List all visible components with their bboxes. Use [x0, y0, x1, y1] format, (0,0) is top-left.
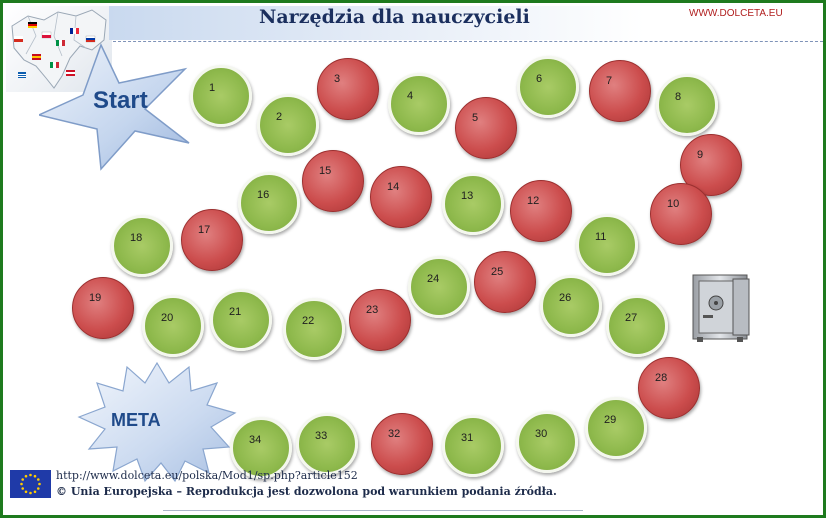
board-field[interactable]: 33 [296, 413, 358, 475]
finish-burst-icon [77, 361, 237, 483]
board-field-number: 10 [667, 198, 680, 210]
board-field-number: 4 [407, 90, 414, 102]
board-field-number: 33 [315, 430, 328, 442]
board-field[interactable]: 26 [540, 275, 602, 337]
board-field[interactable]: 28 [638, 357, 700, 419]
board-field[interactable]: 30 [516, 411, 578, 473]
board-field-number: 9 [697, 149, 704, 161]
board-field-number: 34 [249, 434, 262, 446]
board-field-number: 29 [604, 414, 617, 426]
board-field[interactable]: 27 [606, 295, 668, 357]
board-field-number: 17 [198, 224, 211, 236]
board-field-number: 30 [535, 428, 548, 440]
board-field[interactable]: 2 [257, 94, 319, 156]
board-field-number: 1 [209, 82, 216, 94]
copyright-text: © Unia Europejska – Reprodukcja jest doz… [56, 485, 557, 498]
board-field-number: 32 [388, 428, 401, 440]
board-field-number: 28 [655, 372, 668, 384]
board-field[interactable]: 4 [388, 73, 450, 135]
board-field-number: 5 [472, 112, 479, 124]
board-field-number: 14 [387, 181, 400, 193]
page-title: Narzędzia dla nauczycieli [259, 6, 530, 28]
board-field-number: 27 [625, 312, 638, 324]
board-field[interactable]: 1 [190, 65, 252, 127]
board-field[interactable]: 23 [349, 289, 411, 351]
board-field[interactable]: 24 [408, 256, 470, 318]
board-field[interactable]: 20 [142, 295, 204, 357]
board-field[interactable]: 29 [585, 397, 647, 459]
board-field[interactable]: 11 [576, 214, 638, 276]
board-field[interactable]: 5 [455, 97, 517, 159]
board-field-number: 21 [229, 306, 242, 318]
board-field-number: 22 [302, 315, 315, 327]
board-field-number: 25 [491, 266, 504, 278]
board-field-number: 18 [130, 232, 143, 244]
board-field[interactable]: 6 [517, 56, 579, 118]
eu-flag-icon [10, 470, 51, 498]
board-field[interactable]: 15 [302, 150, 364, 212]
board-field-number: 13 [461, 190, 474, 202]
board-field[interactable]: 14 [370, 166, 432, 228]
board-field[interactable]: 19 [72, 277, 134, 339]
europe-map-logo [6, 6, 112, 92]
board-field[interactable]: 3 [317, 58, 379, 120]
board-field-number: 24 [427, 273, 440, 285]
board-field[interactable]: 13 [442, 173, 504, 235]
board-field-number: 20 [161, 312, 174, 324]
board-field-number: 11 [595, 231, 607, 243]
board-field[interactable]: 22 [283, 298, 345, 360]
board-field-number: 16 [257, 189, 270, 201]
header-divider [113, 41, 823, 42]
board-field-number: 15 [319, 165, 332, 177]
board-field-number: 12 [527, 195, 540, 207]
board-field[interactable]: 7 [589, 60, 651, 122]
start-star-icon [39, 43, 190, 171]
board-field-number: 26 [559, 292, 572, 304]
board-field[interactable]: 34 [230, 417, 292, 479]
source-url-link[interactable]: http://www.dolceta.eu/polska/Mod1/sp.php… [56, 469, 358, 482]
board-field-number: 6 [536, 73, 543, 85]
board-field[interactable]: 31 [442, 415, 504, 477]
board-field[interactable]: 12 [510, 180, 572, 242]
board-field-number: 3 [334, 73, 341, 85]
board-field-number: 7 [606, 75, 613, 87]
safe-icon [692, 274, 750, 342]
board-field-number: 31 [461, 432, 474, 444]
finish-label: META [111, 410, 161, 430]
board-field[interactable]: 21 [210, 289, 272, 351]
board-field[interactable]: 18 [111, 215, 173, 277]
board-field[interactable]: 16 [238, 172, 300, 234]
board-field[interactable]: 32 [371, 413, 433, 475]
start-label: Start [93, 87, 148, 114]
board-field[interactable]: 17 [181, 209, 243, 271]
europe-map-icon [11, 9, 107, 89]
board-field-number: 8 [675, 91, 682, 103]
board-field[interactable]: 25 [474, 251, 536, 313]
site-link[interactable]: WWW.DOLCETA.EU [689, 8, 783, 19]
footer-divider [163, 510, 583, 511]
header-bar [109, 6, 823, 40]
board-field-number: 2 [276, 111, 283, 123]
board-field-number: 23 [366, 304, 379, 316]
board-field[interactable]: 8 [656, 74, 718, 136]
board-field[interactable]: 10 [650, 183, 712, 245]
board-field-number: 19 [89, 292, 102, 304]
